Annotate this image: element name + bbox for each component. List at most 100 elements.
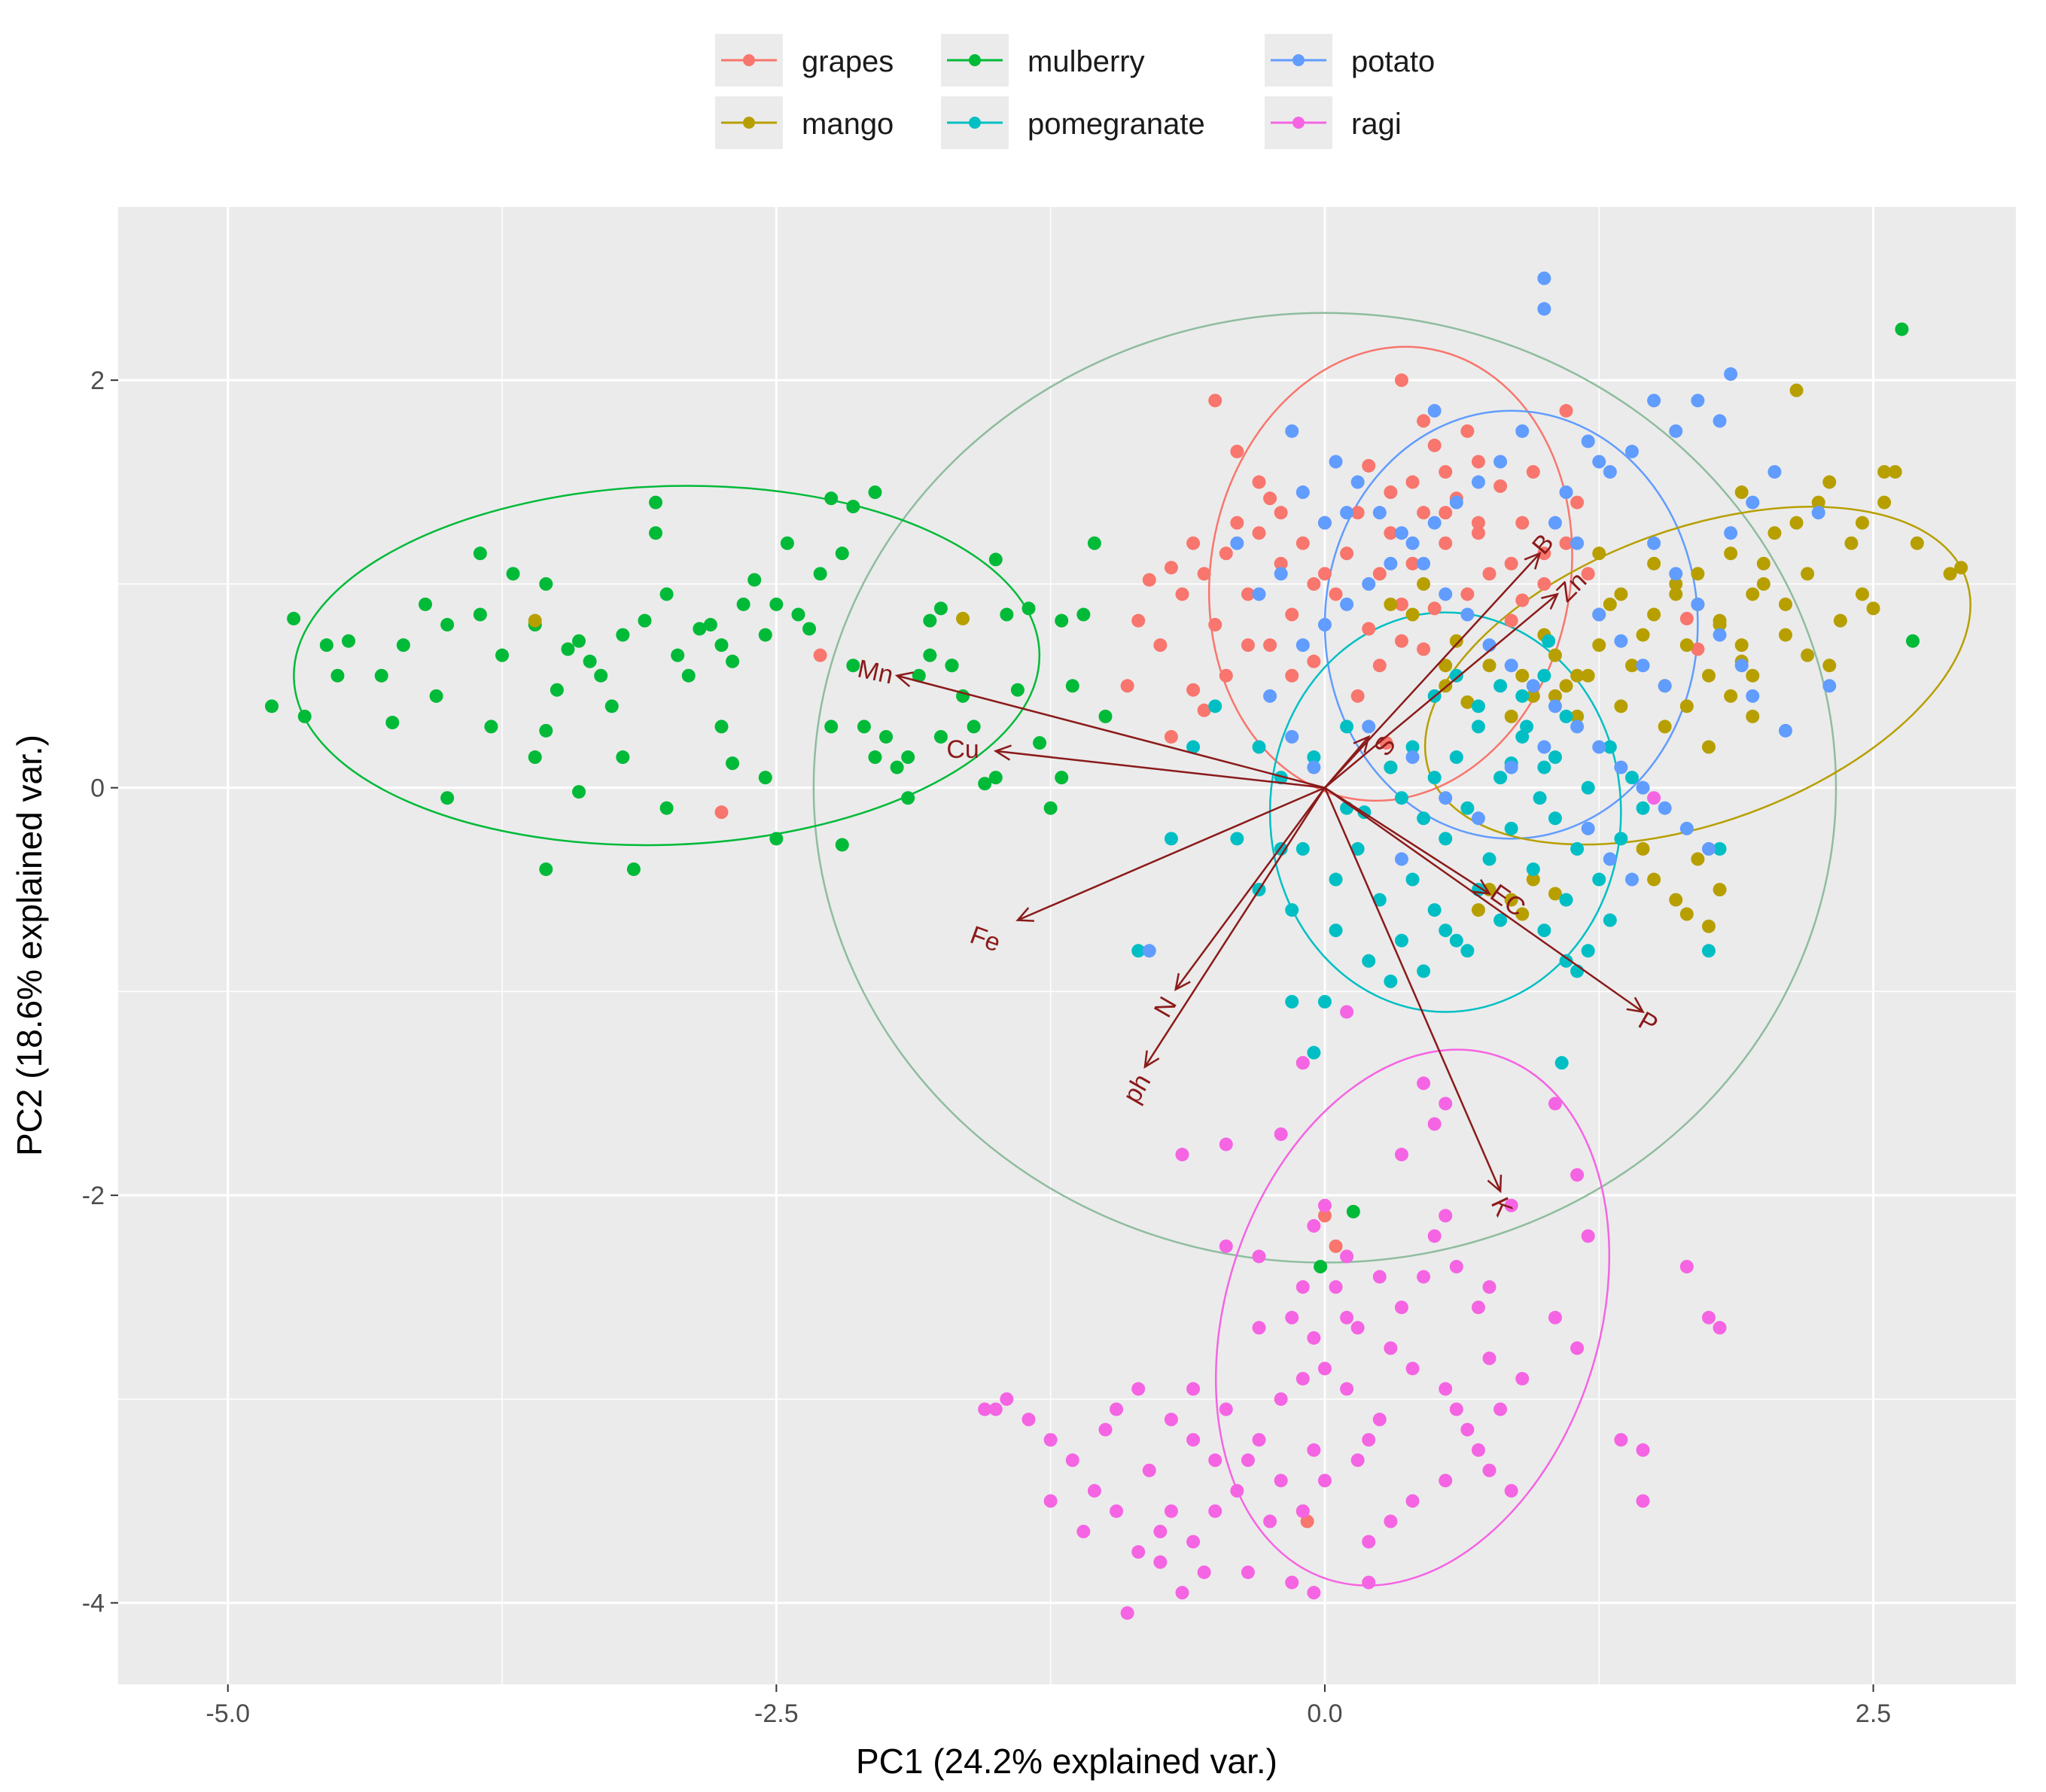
point-grapes [1230, 516, 1244, 530]
point-grapes [1460, 424, 1475, 438]
point-mulberry [813, 567, 827, 581]
point-mulberry [802, 622, 817, 636]
point-mulberry [561, 642, 575, 656]
point-mulberry [791, 607, 805, 622]
point-mango [1405, 607, 1420, 622]
point-grapes [1439, 464, 1453, 479]
point-mulberry [550, 683, 564, 697]
point-ragi [1285, 1575, 1299, 1590]
point-mulberry [539, 723, 553, 738]
loading-arrow-K [1323, 787, 1502, 1192]
point-ragi [1164, 1504, 1178, 1518]
point-potato [1592, 607, 1606, 622]
point-ragi [1087, 1483, 1101, 1498]
point-mango [1515, 907, 1530, 921]
point-potato [1427, 403, 1442, 418]
point-mulberry [988, 771, 1003, 785]
point-mango [1954, 561, 1968, 575]
point-mango [1789, 383, 1804, 397]
point-mulberry [473, 607, 487, 622]
point-mango [1669, 893, 1683, 907]
point-potato [1691, 394, 1705, 408]
point-pomegranate [1285, 994, 1299, 1009]
point-pomegranate [1384, 974, 1398, 988]
point-pomegranate [1329, 872, 1343, 887]
point-potato [1669, 567, 1683, 581]
arrowhead-Mn [894, 671, 914, 687]
point-pomegranate [1295, 841, 1310, 856]
point-mulberry [846, 659, 860, 673]
point-ragi [1252, 1249, 1266, 1264]
point-mulberry [572, 634, 586, 648]
point-potato [1439, 791, 1453, 805]
point-potato [1427, 516, 1442, 530]
point-mango [1614, 699, 1628, 713]
point-pomegranate [1504, 821, 1518, 835]
point-grapes [1394, 634, 1408, 648]
point-ragi [1065, 1453, 1079, 1468]
point-ragi [1504, 1483, 1518, 1498]
point-mango [1449, 634, 1463, 648]
point-mulberry [824, 720, 839, 734]
point-grapes [1405, 475, 1420, 489]
point-ragi [1570, 1341, 1585, 1355]
point-ragi [1384, 1514, 1398, 1529]
point-ragi [1570, 1168, 1585, 1182]
point-potato [1746, 689, 1760, 703]
point-mango [1746, 668, 1760, 683]
point-pomegranate [1493, 913, 1508, 927]
point-pomegranate [1372, 893, 1387, 907]
point-mango [1439, 659, 1453, 673]
point-grapes [1493, 479, 1508, 493]
point-potato [1317, 618, 1332, 632]
point-ragi [1394, 1301, 1408, 1315]
point-pomegranate [1230, 832, 1244, 846]
point-mango [1910, 536, 1924, 550]
point-pomegranate [1515, 689, 1530, 703]
point-grapes [1208, 394, 1222, 408]
point-pomegranate [1713, 841, 1727, 856]
point-mango [1515, 668, 1530, 683]
point-grapes [1394, 373, 1408, 388]
point-pomegranate [1460, 801, 1475, 815]
point-ragi [1307, 1443, 1321, 1457]
point-mulberry [495, 648, 510, 662]
point-mulberry [1033, 736, 1047, 750]
legend-label-mango: mango [802, 108, 894, 141]
point-mulberry [835, 838, 849, 852]
point-grapes [1153, 638, 1168, 653]
point-grapes [1329, 1239, 1343, 1253]
point-potato [1263, 689, 1277, 703]
point-grapes [1317, 567, 1332, 581]
point-mango [1746, 587, 1760, 601]
point-ragi [1515, 1371, 1530, 1386]
point-grapes [1317, 1209, 1332, 1223]
point-mulberry [923, 648, 937, 662]
point-mulberry [419, 597, 433, 611]
point-mango [1691, 852, 1705, 866]
point-potato [1317, 516, 1332, 530]
point-ragi [1285, 1310, 1299, 1325]
legend-item-potato: potato [1265, 34, 1435, 87]
point-grapes [1417, 506, 1431, 520]
point-mulberry [901, 750, 915, 765]
point-grapes [1372, 659, 1387, 673]
point-grapes [1362, 622, 1376, 636]
point-grapes [1350, 506, 1365, 520]
point-ragi [1362, 1535, 1376, 1549]
point-grapes [1427, 601, 1442, 616]
point-mango [1756, 577, 1770, 591]
point-pomegranate [1603, 740, 1617, 754]
point-pomegranate [1614, 832, 1628, 846]
point-pomegranate [1624, 771, 1639, 785]
point-pomegranate [1439, 923, 1453, 938]
point-ragi [1131, 1382, 1146, 1396]
point-grapes [1241, 638, 1255, 653]
legend-label-grapes: grapes [802, 45, 894, 78]
point-potato [1592, 740, 1606, 754]
legend-item-mulberry: mulberry [941, 34, 1145, 87]
point-ragi [1636, 1443, 1650, 1457]
point-mango [1417, 577, 1431, 591]
point-mango [1701, 740, 1716, 754]
point-mango [1548, 648, 1562, 662]
